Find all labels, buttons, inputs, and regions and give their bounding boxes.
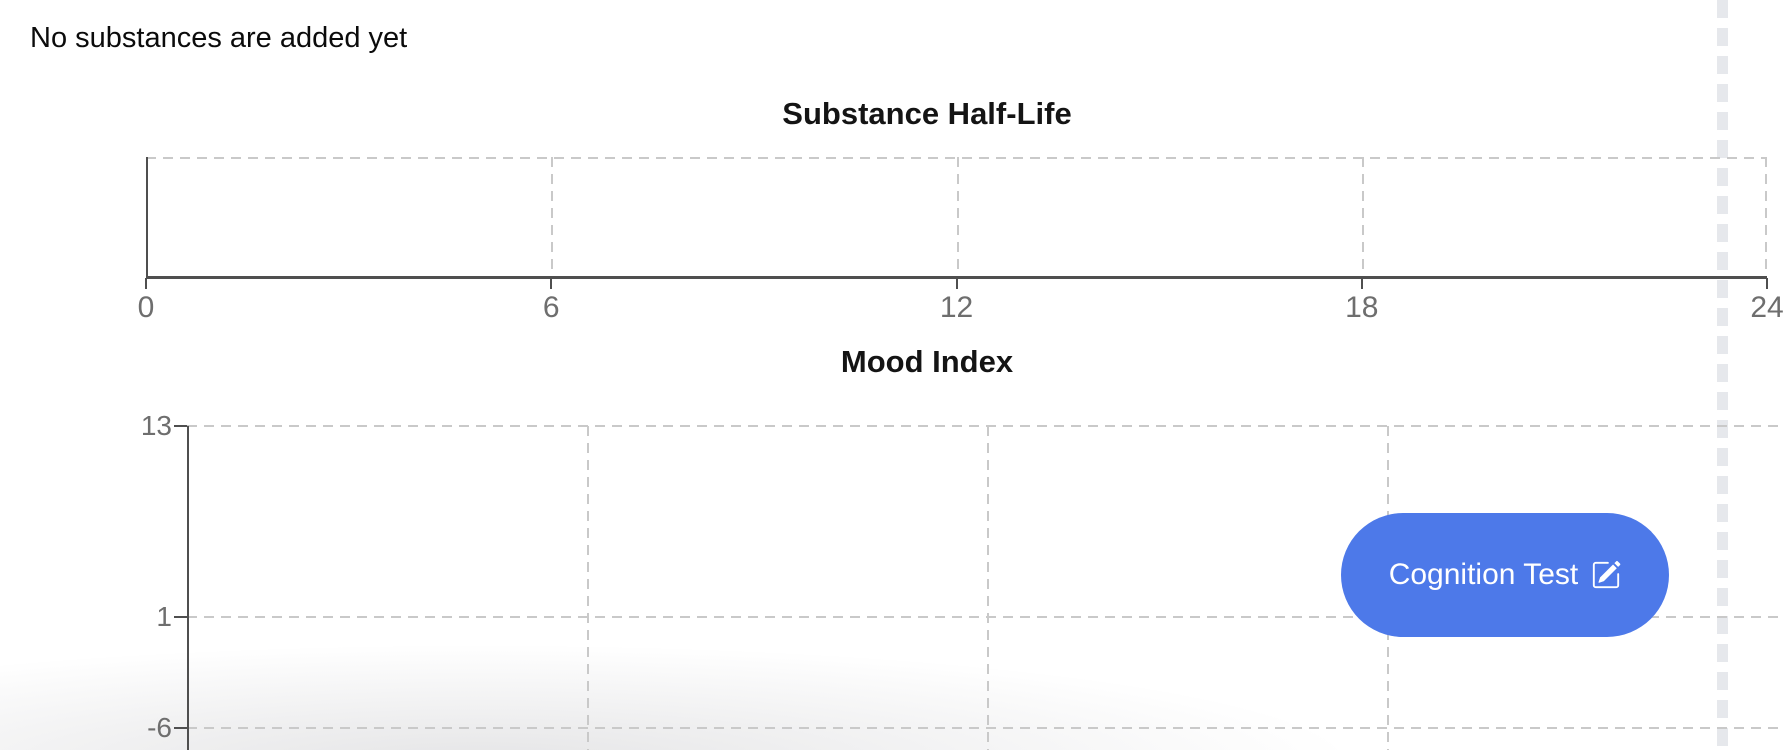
y-gridline-1	[187, 616, 1784, 618]
x-gridline-12h	[987, 426, 989, 750]
x-tick	[1360, 278, 1363, 289]
y-axis-line	[187, 426, 189, 750]
x-tick	[1766, 278, 1768, 289]
x-tick-label: 12	[939, 291, 974, 324]
y-tick-label: 1	[156, 601, 172, 632]
y-tick	[174, 616, 187, 618]
x-tick-label: 6	[542, 291, 560, 324]
x-gridline-12h	[956, 157, 959, 278]
x-gridline-6h	[551, 157, 554, 278]
x-tick	[145, 278, 147, 289]
halflife-chart-title: Substance Half-Life	[782, 96, 1072, 131]
x-gridline-18h	[1361, 157, 1364, 278]
plot-border-right	[1765, 157, 1767, 278]
mood-chart: 13 1 -6	[141, 410, 1784, 750]
y-tick-label: 13	[140, 410, 172, 441]
y-gridline-minus6	[187, 727, 1784, 729]
x-tick-label: 18	[1345, 291, 1379, 324]
cognition-test-button-label: Cognition Test	[1388, 558, 1579, 591]
pencil-square-icon	[1593, 560, 1621, 589]
y-tick-label: -6	[147, 712, 172, 743]
x-axis-line	[146, 276, 1767, 279]
cognition-test-button[interactable]: Cognition Test	[1341, 513, 1669, 637]
y-axis-line	[146, 157, 148, 278]
x-tick-label: 24	[1750, 291, 1784, 324]
y-tick	[174, 425, 187, 427]
x-tick	[550, 278, 553, 289]
halflife-chart: 0 6 12 18 24	[138, 157, 1784, 324]
current-time-marker-line	[1717, 0, 1728, 750]
status-message: No substances are added yet	[30, 22, 408, 54]
y-gridline-13	[187, 425, 1784, 427]
mood-chart-title: Mood Index	[840, 344, 1014, 379]
x-tick	[955, 278, 958, 289]
x-tick-label: 0	[137, 291, 155, 324]
x-gridline-6h	[587, 426, 589, 750]
y-tick	[174, 727, 187, 729]
